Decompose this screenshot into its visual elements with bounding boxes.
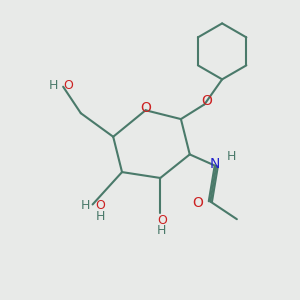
- Text: H: H: [80, 199, 90, 212]
- Text: O: O: [157, 214, 167, 227]
- Text: O: O: [140, 101, 151, 115]
- Text: O: O: [201, 94, 212, 108]
- Text: H: H: [95, 210, 105, 223]
- Text: H: H: [157, 224, 167, 238]
- Text: O: O: [64, 79, 74, 92]
- Text: O: O: [95, 199, 105, 212]
- Text: H: H: [49, 79, 58, 92]
- Text: O: O: [193, 196, 203, 210]
- Text: N: N: [210, 157, 220, 171]
- Text: H: H: [227, 150, 236, 163]
